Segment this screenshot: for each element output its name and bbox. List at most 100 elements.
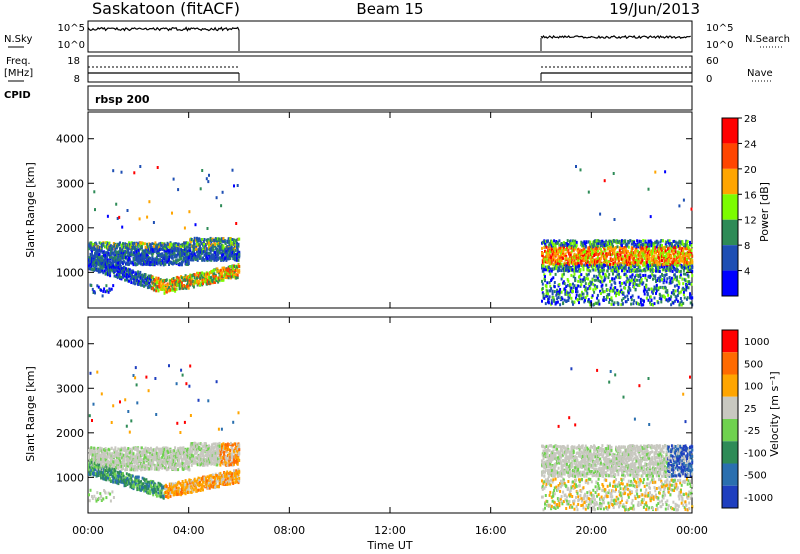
scatter-cell xyxy=(688,253,691,256)
scatter-cell xyxy=(152,257,155,261)
scatter-cell xyxy=(575,240,578,244)
scatter-cell xyxy=(569,253,572,257)
scatter-cell xyxy=(594,247,597,251)
scatter-cell xyxy=(623,246,626,249)
scatter-cell xyxy=(664,259,667,263)
scatter-cell xyxy=(162,282,164,286)
scatter-cell xyxy=(611,269,614,273)
scatter-cell xyxy=(238,252,241,256)
scatter-cell xyxy=(572,245,575,249)
scatter-cell xyxy=(114,446,117,450)
scatter-cell xyxy=(556,262,559,265)
scatter-cell xyxy=(198,280,201,284)
scatter-cell xyxy=(119,265,122,269)
scatter-cell xyxy=(683,266,686,270)
scatter-cell xyxy=(579,280,582,283)
scatter-cell xyxy=(595,257,598,261)
scatter-cell xyxy=(658,276,660,280)
scatter-cell xyxy=(670,246,673,250)
scatter-cell xyxy=(200,273,203,277)
scatter-cell xyxy=(626,263,629,266)
scatter-cell xyxy=(687,274,690,278)
scatter-cell xyxy=(565,246,568,250)
scatter-cell xyxy=(686,240,689,243)
scatter-cell xyxy=(220,274,223,278)
scatter-cell xyxy=(582,250,585,254)
scatter-cell xyxy=(206,272,209,276)
scatter-cell xyxy=(107,475,110,479)
scatter-cell xyxy=(584,296,587,300)
scatter-cell xyxy=(575,243,578,247)
scatter-cell xyxy=(635,249,638,253)
scatter-cell xyxy=(599,274,602,278)
scatter-cell xyxy=(566,250,569,254)
scatter-cell xyxy=(222,237,225,241)
scatter-cell xyxy=(117,261,120,265)
scatter-cell xyxy=(572,286,575,290)
scatter-cell xyxy=(111,490,114,494)
scatter-cell xyxy=(587,287,590,291)
scatter-cell xyxy=(171,283,174,287)
scatter-cell xyxy=(650,259,653,262)
scatter-cell xyxy=(639,265,642,269)
scatter-cell xyxy=(657,288,660,292)
scatter-cell xyxy=(594,265,597,269)
scatter-cell xyxy=(577,247,580,251)
scatter-cell xyxy=(111,471,114,475)
scatter-cell xyxy=(667,246,670,250)
scatter-cell xyxy=(137,270,140,274)
scatter-cell xyxy=(566,291,569,295)
scatter-cell xyxy=(110,421,113,424)
scatter-cell xyxy=(682,265,685,269)
scatter-cell xyxy=(97,456,100,459)
scatter-cell xyxy=(220,204,223,208)
scatter-cell xyxy=(664,273,667,277)
scatter-cell xyxy=(205,177,208,181)
scatter-cell xyxy=(639,297,642,301)
scatter-cell xyxy=(668,239,671,243)
nave-tick-high: 60 xyxy=(706,56,719,67)
scatter-cell xyxy=(123,256,126,260)
scatter-cell xyxy=(650,267,653,271)
scatter-cell xyxy=(603,290,606,294)
scatter-cell xyxy=(596,245,599,249)
scatter-cell xyxy=(564,288,567,292)
scatter-cell xyxy=(148,200,151,204)
scatter-cell xyxy=(98,252,101,256)
scatter-cell xyxy=(193,252,196,256)
scatter-cell xyxy=(667,261,670,265)
scatter-cell xyxy=(214,250,217,254)
scatter-cell xyxy=(638,243,641,247)
scatter-cell xyxy=(209,237,212,241)
scatter-cell xyxy=(117,464,120,468)
scatter-cell xyxy=(584,282,587,286)
scatter-cell xyxy=(105,458,108,462)
scatter-cell xyxy=(672,289,675,292)
scatter-cell xyxy=(643,263,646,267)
scatter-cell xyxy=(160,254,163,258)
scatter-cell xyxy=(106,265,109,269)
scatter-cell xyxy=(199,239,202,243)
scatter-cell xyxy=(236,276,239,280)
scatter-cell xyxy=(639,252,642,256)
scatter-cell xyxy=(624,264,627,268)
colorbar-tick: 12 xyxy=(744,216,757,227)
scatter-cell xyxy=(156,257,159,261)
scatter-cell xyxy=(126,254,129,258)
scatter-cell xyxy=(94,291,96,295)
scatter-cell xyxy=(112,404,115,408)
scatter-cell xyxy=(570,273,573,277)
scatter-cell xyxy=(103,269,106,273)
scatter-cell xyxy=(618,246,621,250)
scatter-cell xyxy=(90,264,93,268)
scatter-cell xyxy=(143,260,146,264)
scatter-cell xyxy=(623,269,626,273)
scatter-cell xyxy=(556,292,559,296)
scatter-cell xyxy=(587,299,590,303)
scatter-cell xyxy=(616,251,619,255)
scatter-cell xyxy=(185,286,188,290)
scatter-cell xyxy=(163,253,166,257)
scatter-cell xyxy=(624,283,627,286)
scatter-cell xyxy=(223,266,226,270)
scatter-cell xyxy=(560,247,563,251)
